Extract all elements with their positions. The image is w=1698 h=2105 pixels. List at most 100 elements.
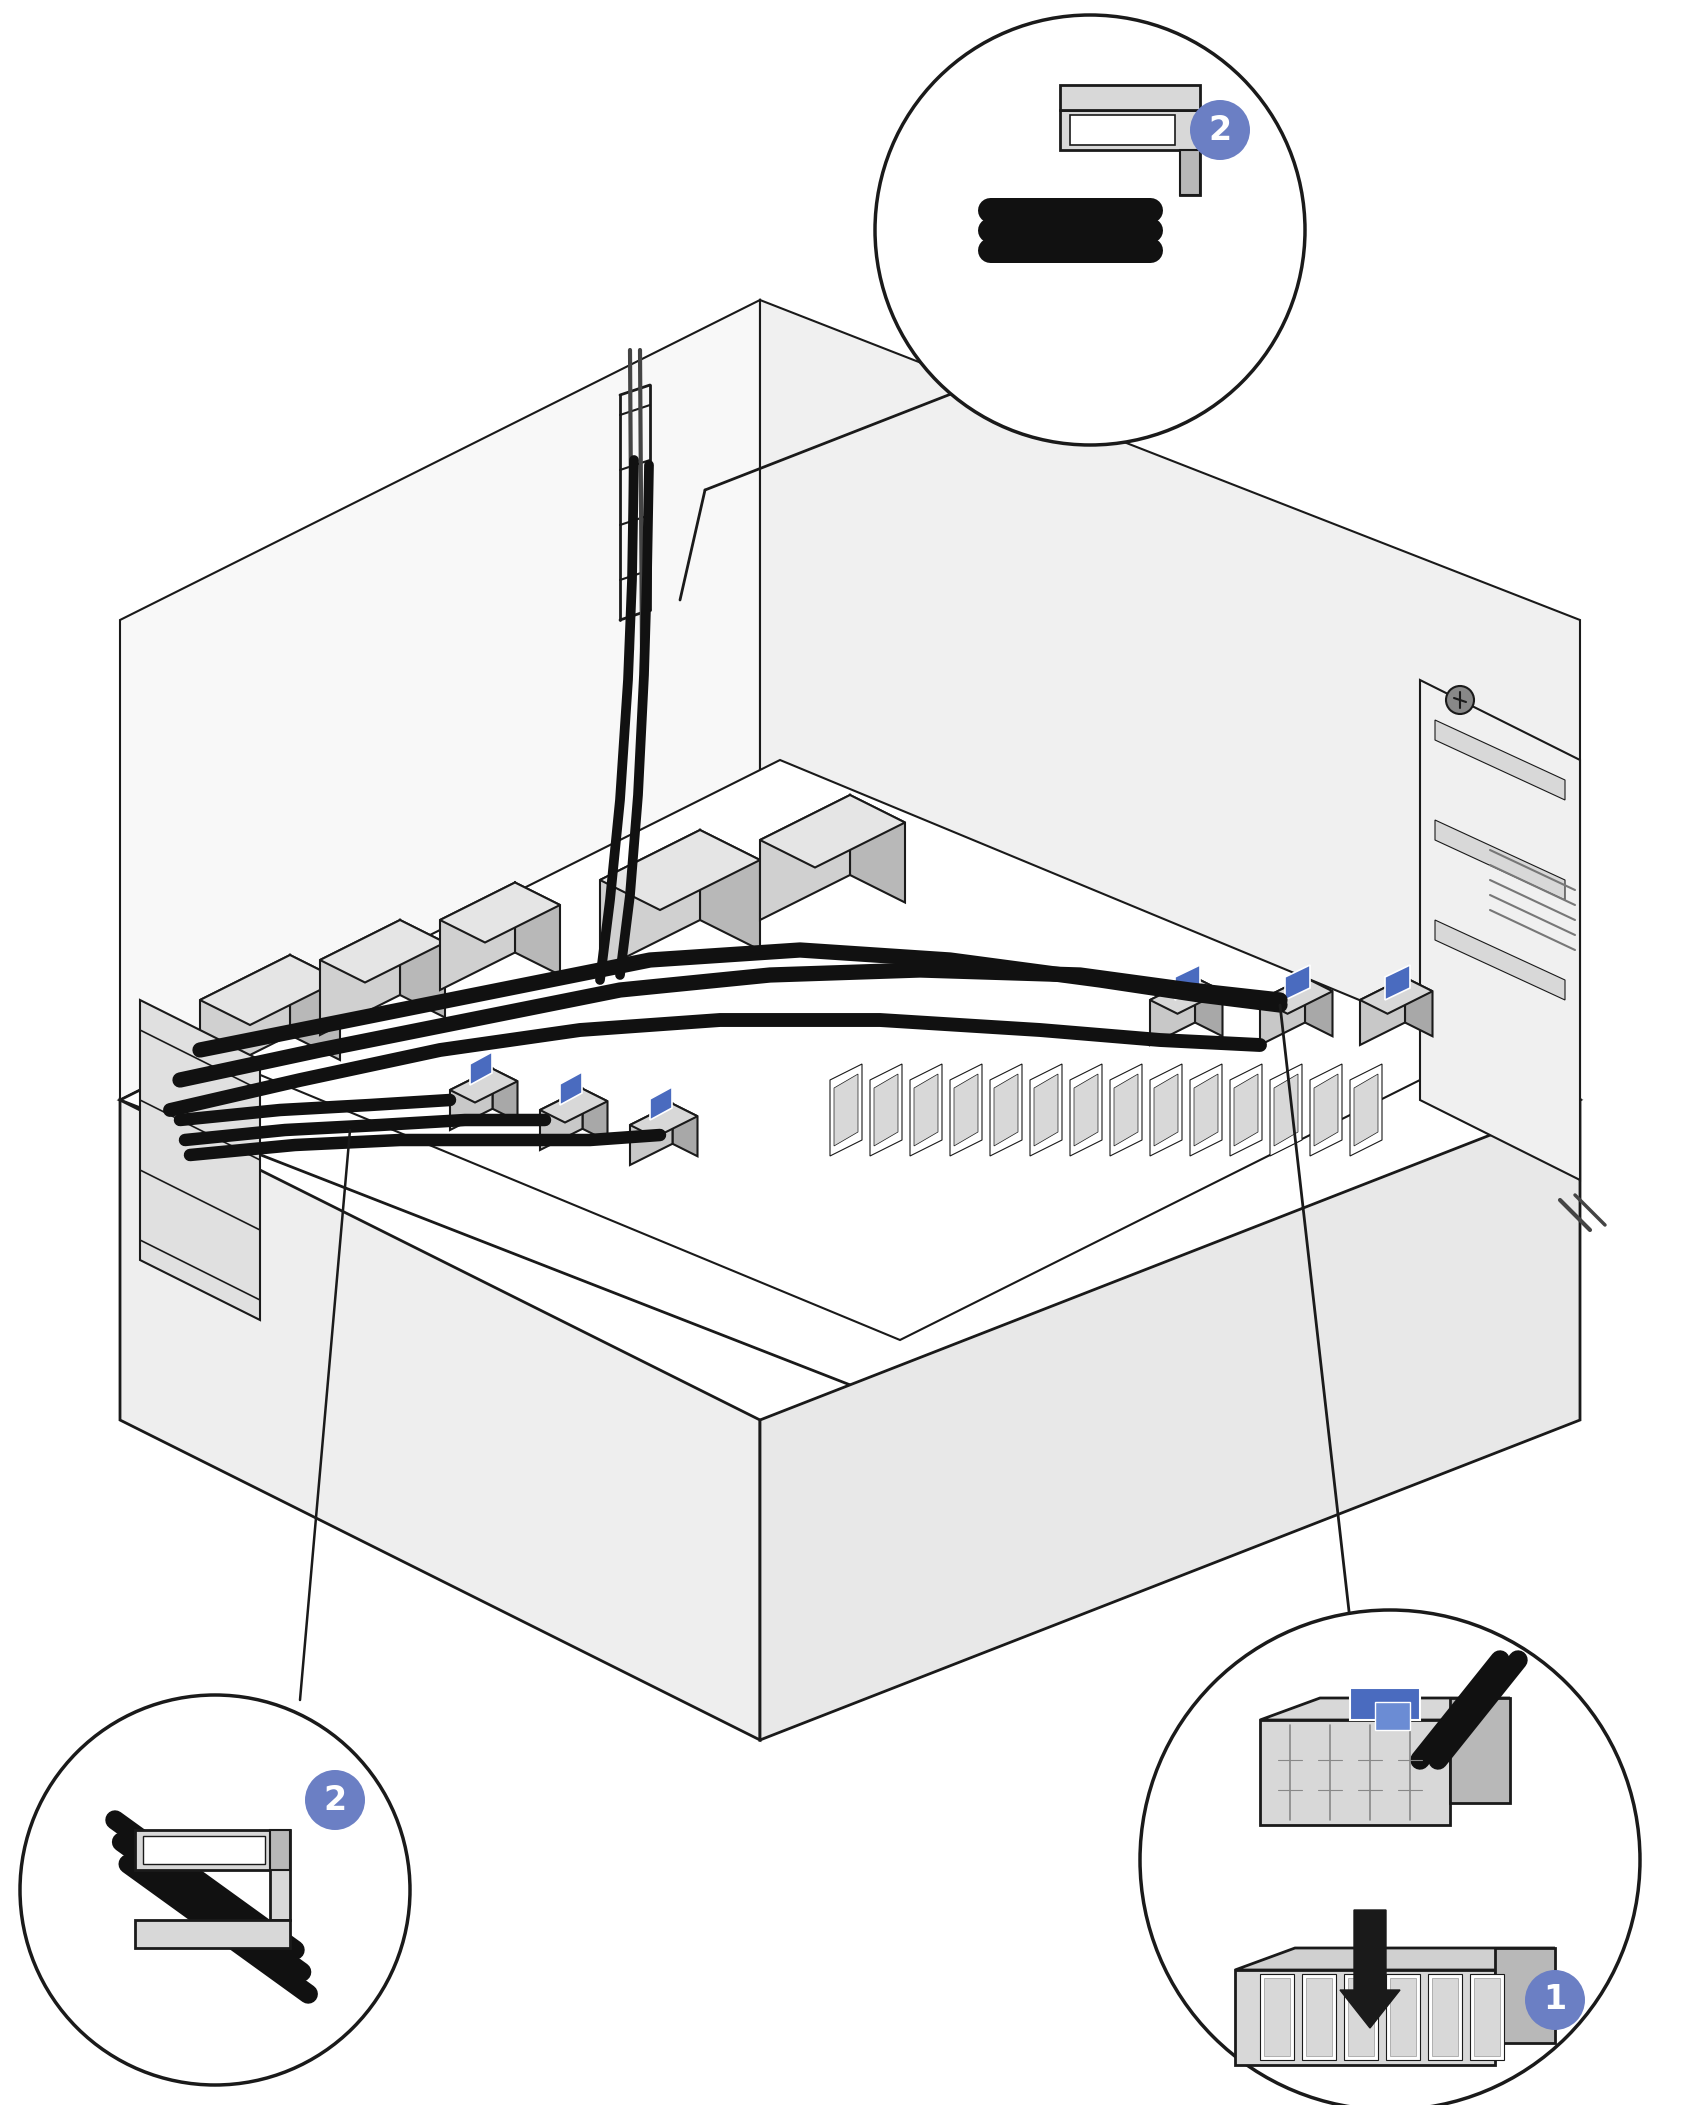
Polygon shape [200, 956, 340, 1025]
Polygon shape [270, 1829, 290, 1869]
Polygon shape [1060, 109, 1199, 196]
Polygon shape [1114, 1074, 1138, 1145]
Circle shape [1525, 1970, 1584, 2029]
Polygon shape [1070, 116, 1175, 145]
Polygon shape [399, 920, 445, 1017]
Polygon shape [869, 1063, 902, 1156]
Polygon shape [1109, 1063, 1141, 1156]
Circle shape [1139, 1610, 1639, 2105]
Polygon shape [440, 882, 514, 989]
Polygon shape [1304, 977, 1331, 1036]
Polygon shape [1431, 1979, 1457, 2057]
Polygon shape [1474, 1979, 1499, 2057]
Polygon shape [630, 1103, 672, 1164]
Polygon shape [1234, 1970, 1494, 2065]
Polygon shape [672, 1103, 698, 1156]
Polygon shape [1070, 1063, 1102, 1156]
Text: 1: 1 [1542, 1983, 1566, 2017]
Polygon shape [1350, 1688, 1420, 1720]
Polygon shape [759, 301, 1579, 1101]
Polygon shape [1435, 821, 1564, 901]
Text: 2: 2 [323, 1783, 346, 1817]
Polygon shape [1029, 1063, 1061, 1156]
Circle shape [1189, 101, 1250, 160]
Polygon shape [1358, 977, 1404, 1044]
Polygon shape [290, 956, 340, 1061]
Polygon shape [143, 1836, 265, 1865]
Polygon shape [134, 1829, 290, 1920]
Polygon shape [954, 1074, 978, 1145]
Polygon shape [1448, 1699, 1510, 1804]
Polygon shape [560, 1071, 582, 1105]
Polygon shape [1153, 1074, 1177, 1145]
Polygon shape [1073, 1074, 1097, 1145]
Polygon shape [830, 1063, 861, 1156]
Polygon shape [582, 1088, 608, 1141]
Polygon shape [450, 1069, 492, 1130]
Polygon shape [759, 796, 849, 920]
Polygon shape [1313, 1074, 1338, 1145]
Polygon shape [650, 1086, 672, 1120]
Circle shape [306, 1770, 365, 1829]
Polygon shape [1268, 1063, 1301, 1156]
Polygon shape [1404, 977, 1431, 1036]
Polygon shape [990, 1063, 1022, 1156]
Polygon shape [1150, 1063, 1182, 1156]
Polygon shape [599, 829, 700, 970]
Polygon shape [1194, 977, 1223, 1036]
Polygon shape [1435, 720, 1564, 800]
Polygon shape [1229, 1063, 1262, 1156]
Polygon shape [873, 1074, 898, 1145]
Polygon shape [1260, 977, 1331, 1015]
Polygon shape [514, 882, 560, 975]
Polygon shape [1386, 1974, 1420, 2061]
Polygon shape [834, 1074, 857, 1145]
Polygon shape [849, 796, 905, 903]
Circle shape [874, 15, 1304, 444]
Polygon shape [1150, 977, 1223, 1015]
Polygon shape [319, 920, 445, 983]
Polygon shape [1263, 1979, 1289, 2057]
Polygon shape [121, 781, 1579, 1421]
Polygon shape [440, 882, 560, 943]
Polygon shape [1469, 1974, 1503, 2061]
Polygon shape [1389, 1979, 1414, 2057]
Polygon shape [1309, 1063, 1341, 1156]
Polygon shape [200, 956, 290, 1080]
Polygon shape [1435, 920, 1564, 1000]
Polygon shape [492, 1069, 518, 1122]
Polygon shape [1034, 1074, 1058, 1145]
FancyArrow shape [1340, 1909, 1399, 2027]
Polygon shape [1189, 1063, 1221, 1156]
Polygon shape [1494, 1947, 1554, 2044]
Polygon shape [914, 1074, 937, 1145]
Polygon shape [1260, 1699, 1510, 1720]
Polygon shape [139, 1000, 260, 1320]
Polygon shape [470, 1052, 492, 1084]
Polygon shape [759, 1101, 1579, 1741]
Polygon shape [1180, 149, 1199, 196]
Polygon shape [1301, 1974, 1335, 2061]
Polygon shape [630, 1103, 698, 1137]
Circle shape [20, 1695, 409, 2084]
Polygon shape [1358, 977, 1431, 1015]
Polygon shape [540, 1088, 608, 1122]
Polygon shape [759, 796, 905, 867]
Circle shape [1445, 686, 1474, 714]
Polygon shape [1426, 1974, 1462, 2061]
Polygon shape [1274, 1074, 1297, 1145]
Polygon shape [200, 760, 1479, 1341]
Polygon shape [910, 1063, 941, 1156]
Polygon shape [1353, 1074, 1377, 1145]
Polygon shape [319, 920, 399, 1036]
Polygon shape [1306, 1979, 1331, 2057]
Polygon shape [700, 829, 759, 949]
Polygon shape [1234, 1947, 1554, 1970]
Polygon shape [1374, 1703, 1409, 1730]
Polygon shape [1194, 1074, 1217, 1145]
Polygon shape [949, 1063, 981, 1156]
Polygon shape [993, 1074, 1017, 1145]
Polygon shape [1384, 964, 1409, 1000]
Polygon shape [121, 1101, 759, 1741]
Polygon shape [1420, 680, 1579, 1181]
